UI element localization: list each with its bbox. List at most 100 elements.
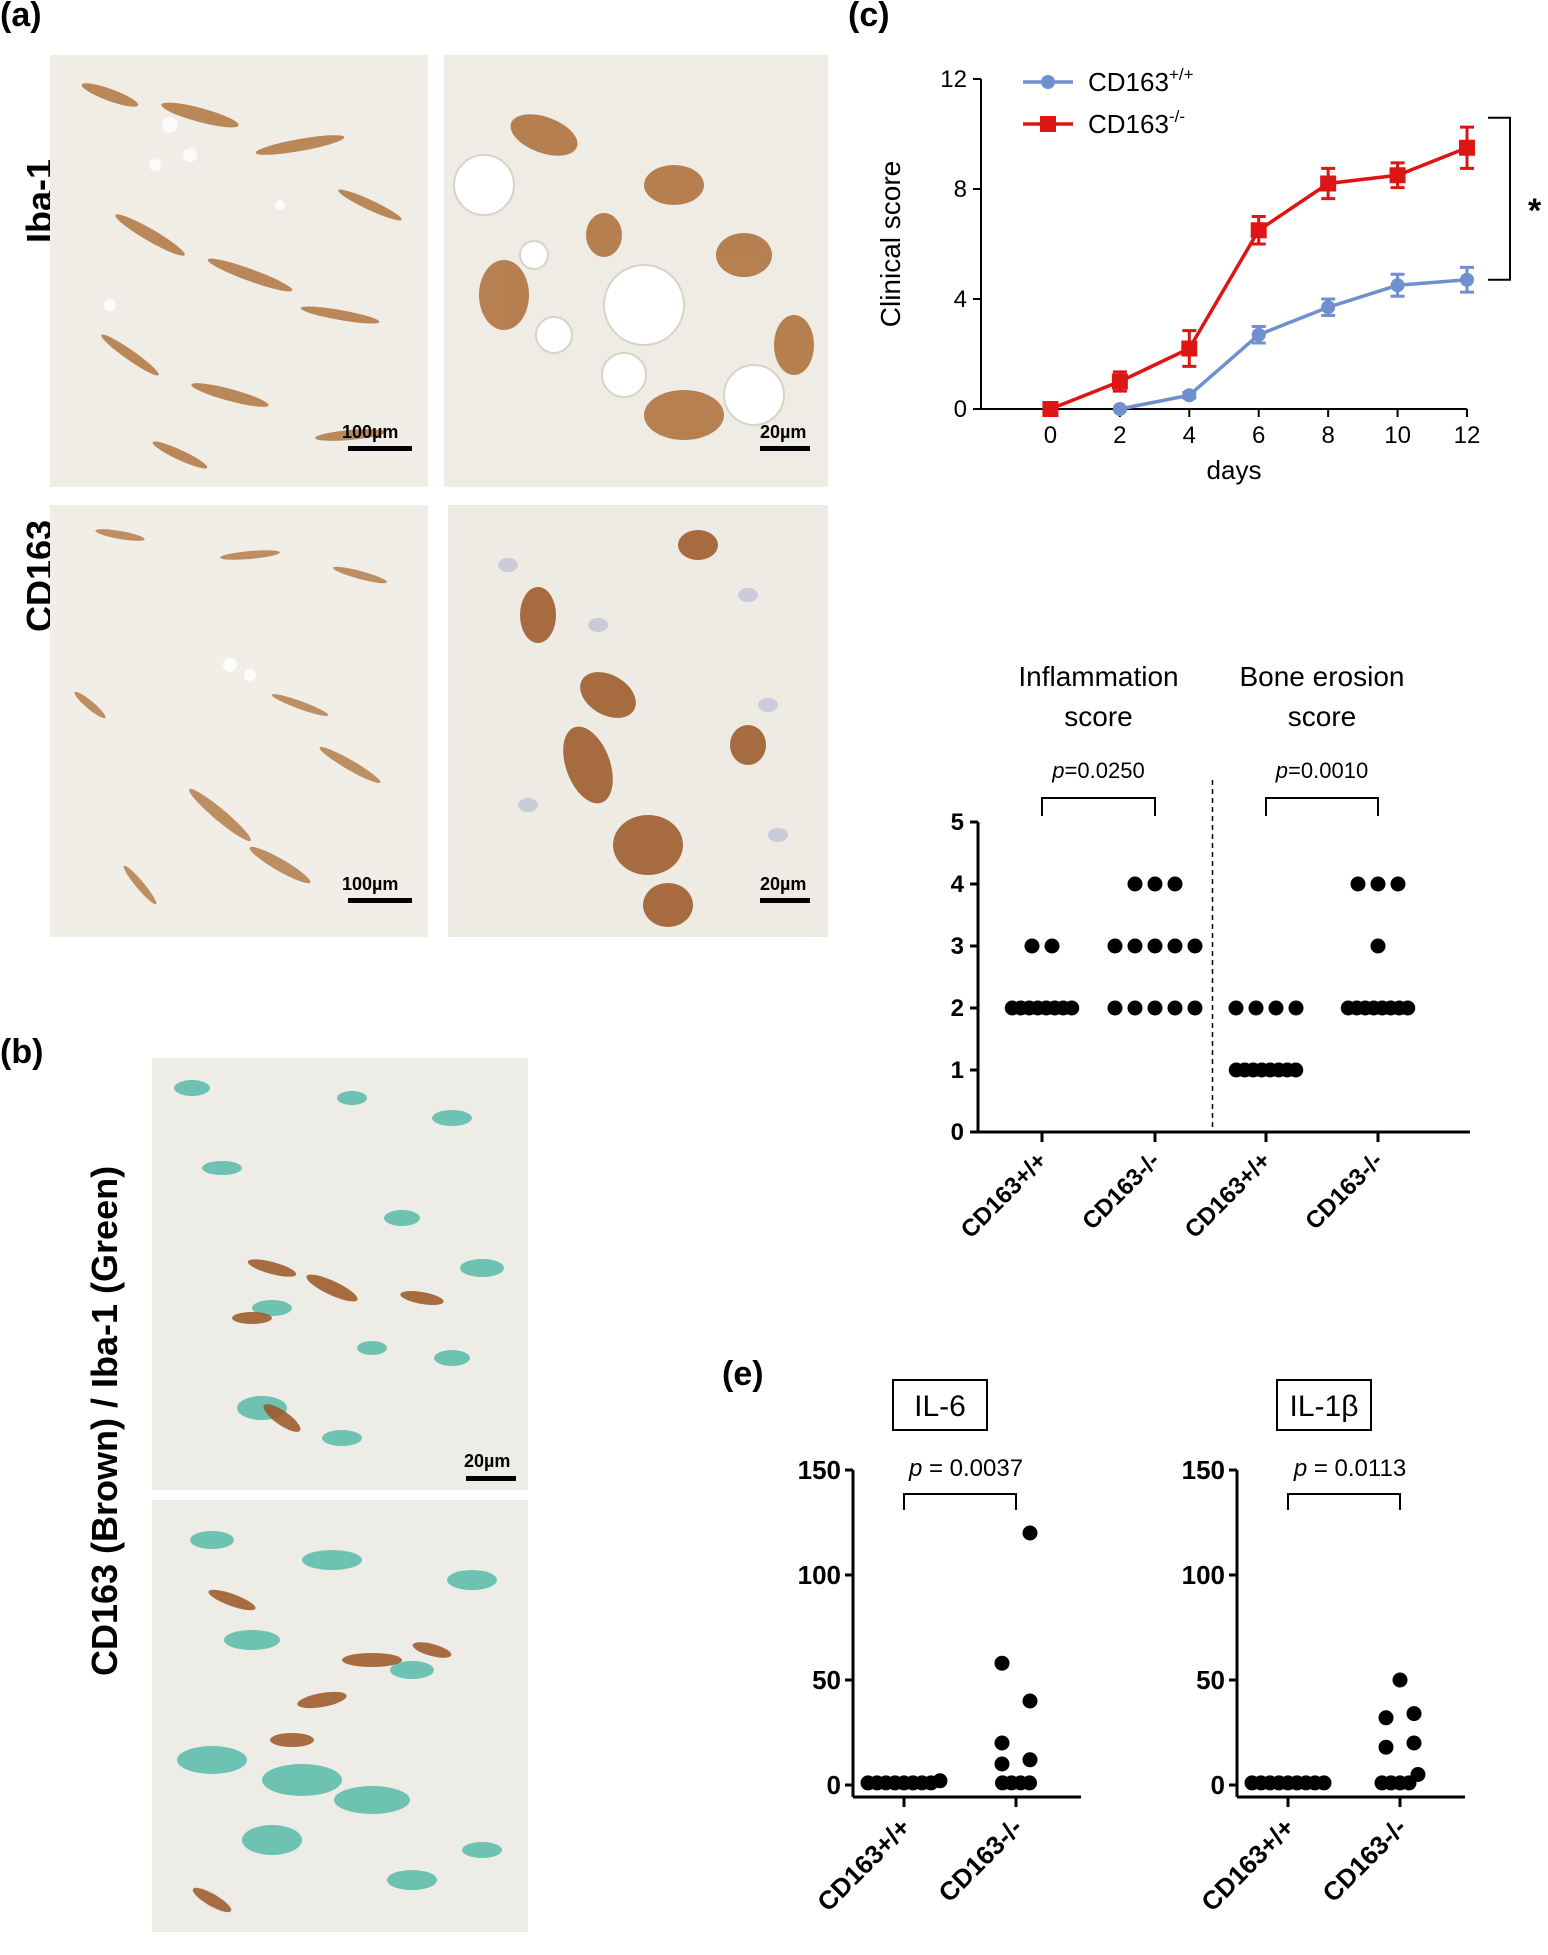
data-point <box>994 1756 1010 1772</box>
significance-star: * <box>1528 192 1542 230</box>
iba1-high-mag-texture <box>444 55 828 487</box>
data-point <box>1147 938 1163 954</box>
data-point <box>1187 938 1203 954</box>
y-tick-label: 150 <box>1182 1455 1225 1485</box>
iba1-low-mag-image <box>50 55 428 487</box>
scale-bar-line <box>760 446 810 451</box>
y-tick-label: 8 <box>954 176 967 203</box>
data-point <box>1370 876 1386 892</box>
x-tick-label: 2 <box>1113 422 1126 449</box>
y-tick-label: 50 <box>812 1665 841 1695</box>
panel-b-letter: (b) <box>0 1033 44 1071</box>
x-tick-label: CD163+/+ <box>1180 1147 1276 1243</box>
y-tick-label: 150 <box>798 1455 841 1485</box>
series-line <box>1119 278 1468 411</box>
data-point <box>1044 938 1060 954</box>
data-point <box>1167 876 1183 892</box>
y-tick-label: 3 <box>951 933 964 960</box>
y-tick-label: 12 <box>940 66 967 93</box>
panel-b-side-label: CD163 (Brown) / Iba-1 (Green) <box>84 1165 125 1676</box>
y-tick-label: 1 <box>951 1057 964 1084</box>
data-point <box>1127 938 1143 954</box>
data-point <box>1147 1000 1163 1016</box>
x-tick-label: CD163-/- <box>1316 1812 1412 1908</box>
data-point <box>1378 1710 1394 1726</box>
x-axis-title: days <box>1207 455 1262 485</box>
significance-bracket <box>1265 797 1379 816</box>
data-point <box>1320 175 1337 192</box>
y-tick-label: 0 <box>951 1119 964 1146</box>
y-tick-label: 0 <box>954 396 967 423</box>
cd163-high-mag-texture <box>448 505 828 937</box>
data-point <box>1288 1000 1304 1016</box>
scale-bar-label: 20µm <box>760 422 807 442</box>
data-point <box>994 1655 1010 1671</box>
x-tick-label: 0 <box>1044 422 1057 449</box>
scale-bar-label: 100µm <box>342 874 399 894</box>
double-stain-image-bottom <box>152 1500 528 1932</box>
y-tick-label: 4 <box>954 286 967 313</box>
data-point <box>1251 327 1266 342</box>
data-point <box>1127 876 1143 892</box>
data-point <box>1022 1752 1038 1768</box>
legend-marker <box>1041 75 1055 89</box>
data-point <box>1378 1739 1394 1755</box>
cd163-low-mag-texture <box>50 505 428 937</box>
p-value: p = 0.0037 <box>908 1455 1023 1482</box>
data-point <box>1111 373 1128 390</box>
gene-title: IL-1β <box>1290 1390 1359 1423</box>
y-axis-title: Clinical score <box>875 161 906 328</box>
data-point <box>1024 938 1040 954</box>
y-tick-label: 4 <box>951 871 965 898</box>
cd163-high-mag-image <box>448 505 828 937</box>
significance-bracket <box>1287 1493 1401 1510</box>
y-tick-label: 0 <box>827 1770 841 1800</box>
gene-title: IL-6 <box>914 1390 966 1423</box>
data-point <box>1187 1000 1203 1016</box>
data-point <box>1107 1000 1123 1016</box>
data-point <box>1370 938 1386 954</box>
y-tick-label: 100 <box>1182 1560 1225 1590</box>
data-point <box>1460 272 1474 287</box>
gene-title-box <box>1276 1379 1372 1431</box>
group-title: Bone erosion <box>1239 661 1404 692</box>
panel-a-letter: (a) <box>0 0 42 34</box>
data-point <box>1248 1000 1264 1016</box>
group-title: score <box>1064 701 1132 732</box>
x-tick-label: CD163-/- <box>932 1812 1028 1908</box>
x-tick-label: CD163-/- <box>1077 1147 1165 1235</box>
data-point <box>1022 1693 1038 1709</box>
x-tick-label: 6 <box>1252 422 1265 449</box>
data-point <box>1042 401 1059 417</box>
significance-bracket <box>903 1493 1017 1510</box>
scale-bar-line <box>348 446 412 451</box>
data-point <box>1389 167 1406 184</box>
data-point <box>1288 1062 1304 1078</box>
data-point <box>1022 1775 1037 1791</box>
data-point <box>1268 1000 1284 1016</box>
scale-bar-line <box>760 898 810 903</box>
panel-e-letter: (e) <box>722 1355 764 1393</box>
data-point <box>1390 876 1406 892</box>
iba1-high-mag-image <box>444 55 828 487</box>
y-tick-label: 50 <box>1196 1665 1225 1695</box>
data-point <box>1350 876 1366 892</box>
scale-bar-line <box>466 1476 516 1481</box>
double-stain-texture-top <box>152 1058 528 1490</box>
x-tick-label: 4 <box>1183 422 1196 449</box>
p-value: p = 0.0113 <box>1293 1455 1406 1482</box>
data-point <box>1406 1735 1422 1751</box>
data-point <box>1321 300 1336 315</box>
x-tick-label: CD163+/+ <box>811 1812 916 1917</box>
data-point <box>1181 340 1198 357</box>
y-tick-label: 2 <box>951 995 964 1022</box>
x-tick-label: 10 <box>1384 422 1411 449</box>
clinical-score-chart: 0 4 8 12 0 2 4 6 8 10 12 days Clinical score CD163+/+… <box>875 65 1542 485</box>
significance-bracket <box>1041 797 1156 816</box>
scale-bar-label: 20µm <box>464 1451 511 1471</box>
data-point <box>1167 938 1183 954</box>
data-point <box>1022 1525 1038 1541</box>
x-tick-label: CD163-/- <box>1300 1147 1388 1235</box>
panel-c-letter: (c) <box>848 0 890 34</box>
